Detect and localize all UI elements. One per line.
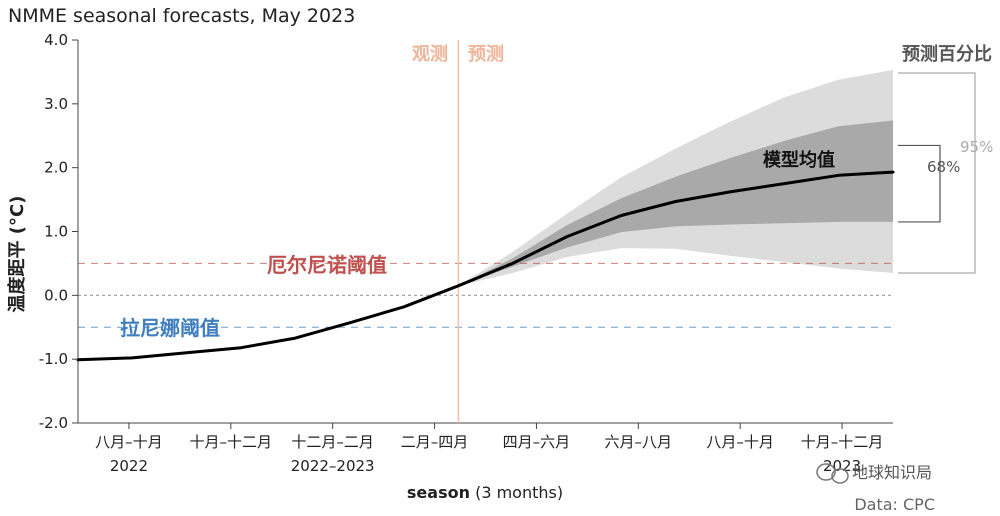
bracket-68 [898, 144, 941, 223]
y-tick-label: 3.0 [44, 95, 68, 113]
x-tick-label: 二月–四月 [401, 433, 469, 451]
x-tick-year-label: 2022 [110, 457, 148, 475]
mean-series-label: 模型均值 [763, 149, 835, 171]
x-tick-label: 八月–十月 [706, 433, 774, 451]
observed-label: 观测 [412, 43, 448, 65]
p68-label: 68% [927, 158, 960, 176]
x-tick-label: 八月–十月 [95, 433, 163, 451]
y-tick-label: -1.0 [39, 350, 68, 368]
bracket-95 [898, 72, 976, 274]
x-tick-year-label: 2022–2023 [291, 457, 375, 475]
percentile-title: 预测百分比 [902, 43, 992, 65]
y-tick-label: 0.0 [44, 286, 68, 304]
mean-line [76, 170, 895, 362]
x-tick-label: 十月–十二月 [190, 433, 273, 451]
x-tick-label: 十二月–二月 [291, 433, 374, 451]
x-tick-label: 四月–六月 [503, 433, 571, 451]
watermark: 地球知识局 [816, 463, 932, 484]
y-axis-label: 温度距平 (°C) [6, 196, 28, 313]
y-tick-label: -2.0 [39, 414, 68, 432]
y-tick-label: 1.0 [44, 223, 68, 241]
x-axis-label-main: season [407, 483, 470, 502]
el-nino-label: 厄尔尼诺阈值 [267, 253, 387, 277]
y-tick-label: 4.0 [44, 31, 68, 49]
p95-label: 95% [960, 138, 993, 156]
percentile-brackets [898, 72, 976, 274]
x-axis-label: season (3 months) [407, 483, 563, 502]
watermark-text: 地球知识局 [852, 463, 932, 482]
band-68 [458, 120, 893, 286]
x-tick-year-label: 2023 [823, 457, 861, 475]
data-source: Data: CPC [854, 495, 935, 514]
chart-title: NMME seasonal forecasts, May 2023 [8, 5, 355, 27]
y-tick-labels: 4.0 3.0 2.0 1.0 0.0 -1.0 -2.0 [39, 31, 78, 432]
x-tick-label: 十月–十二月 [801, 433, 884, 451]
percentile-bands [458, 70, 893, 286]
x-axis-label-suffix: (3 months) [470, 483, 563, 502]
y-tick-label: 2.0 [44, 159, 68, 177]
watermark-logo-icon [816, 463, 849, 484]
mean-line-group [76, 170, 895, 362]
la-nina-label: 拉尼娜阈值 [120, 316, 220, 340]
threshold-lines [78, 262, 893, 328]
x-tick-label: 六月–八月 [605, 433, 673, 451]
forecast-label: 预测 [468, 43, 504, 65]
